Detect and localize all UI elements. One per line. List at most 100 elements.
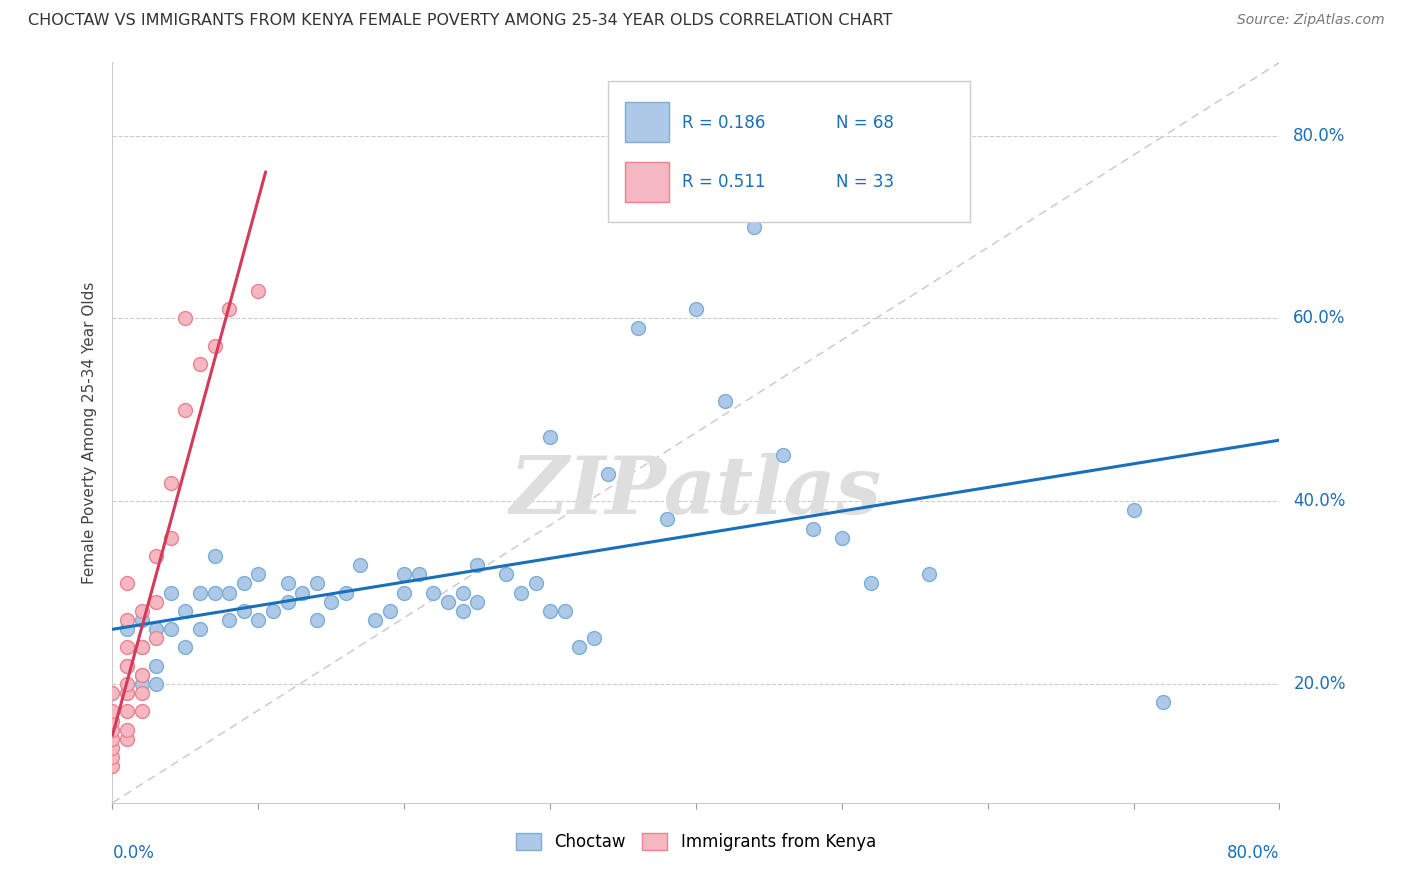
Text: 40.0%: 40.0% xyxy=(1294,492,1346,510)
Point xyxy=(742,219,765,234)
Point xyxy=(291,585,314,599)
Text: R = 0.186: R = 0.186 xyxy=(682,114,765,132)
Point xyxy=(115,731,138,746)
Point xyxy=(131,686,153,700)
Point xyxy=(394,585,416,599)
Point xyxy=(568,640,591,655)
Text: N = 33: N = 33 xyxy=(837,173,894,192)
Point xyxy=(145,632,167,646)
Point xyxy=(204,549,226,563)
Point xyxy=(305,613,328,627)
Point xyxy=(115,705,138,719)
Point xyxy=(131,604,153,618)
Point xyxy=(145,549,167,563)
Point xyxy=(860,576,883,591)
Point xyxy=(160,475,183,490)
Point xyxy=(378,604,401,618)
Point xyxy=(101,759,124,773)
Point xyxy=(437,595,460,609)
Point xyxy=(204,339,226,353)
Point xyxy=(598,467,620,481)
Point xyxy=(115,613,138,627)
Point xyxy=(101,750,124,764)
Point xyxy=(218,302,240,317)
Point xyxy=(524,576,547,591)
Text: CHOCTAW VS IMMIGRANTS FROM KENYA FEMALE POVERTY AMONG 25-34 YEAR OLDS CORRELATIO: CHOCTAW VS IMMIGRANTS FROM KENYA FEMALE … xyxy=(28,13,893,29)
Point xyxy=(335,585,357,599)
Text: N = 68: N = 68 xyxy=(837,114,894,132)
Point xyxy=(232,604,254,618)
Text: 60.0%: 60.0% xyxy=(1294,310,1346,327)
Point xyxy=(685,302,707,317)
Point xyxy=(101,723,124,737)
Point xyxy=(714,393,737,408)
Text: R = 0.511: R = 0.511 xyxy=(682,173,765,192)
Point xyxy=(131,613,153,627)
Point xyxy=(247,613,270,627)
Point xyxy=(160,622,183,636)
Point xyxy=(145,622,167,636)
Point xyxy=(538,430,561,444)
Point xyxy=(364,613,387,627)
Point xyxy=(772,449,794,463)
Point xyxy=(115,658,138,673)
Point xyxy=(101,714,124,728)
Point xyxy=(305,576,328,591)
Text: 80.0%: 80.0% xyxy=(1227,845,1279,863)
Point xyxy=(174,640,197,655)
Point xyxy=(101,741,124,756)
Legend: Choctaw, Immigrants from Kenya: Choctaw, Immigrants from Kenya xyxy=(509,826,883,857)
Point xyxy=(495,567,517,582)
Text: ZIPatlas: ZIPatlas xyxy=(510,453,882,531)
Text: 80.0%: 80.0% xyxy=(1294,127,1346,145)
Point xyxy=(262,604,284,618)
Point xyxy=(801,522,824,536)
Point xyxy=(131,705,153,719)
Point xyxy=(538,604,561,618)
Point xyxy=(554,604,576,618)
Point xyxy=(408,567,430,582)
Point xyxy=(831,531,853,545)
Point xyxy=(218,613,240,627)
Point xyxy=(160,585,183,599)
Point xyxy=(204,585,226,599)
FancyBboxPatch shape xyxy=(624,161,669,202)
Point xyxy=(174,604,197,618)
Point xyxy=(276,595,298,609)
FancyBboxPatch shape xyxy=(609,81,970,221)
Point xyxy=(465,558,488,573)
Point xyxy=(218,585,240,599)
Point xyxy=(247,284,270,298)
Point xyxy=(1122,503,1144,517)
Point xyxy=(131,668,153,682)
Point xyxy=(321,595,343,609)
Y-axis label: Female Poverty Among 25-34 Year Olds: Female Poverty Among 25-34 Year Olds xyxy=(82,282,97,583)
Point xyxy=(115,658,138,673)
Text: Source: ZipAtlas.com: Source: ZipAtlas.com xyxy=(1237,13,1385,28)
Point xyxy=(131,640,153,655)
Point xyxy=(451,585,474,599)
Point xyxy=(115,622,138,636)
Point xyxy=(101,686,124,700)
Point xyxy=(188,585,211,599)
Point xyxy=(232,576,254,591)
Point xyxy=(145,595,167,609)
Point xyxy=(655,512,678,526)
Text: 0.0%: 0.0% xyxy=(112,845,155,863)
Point xyxy=(174,402,197,417)
Point xyxy=(582,632,605,646)
Point xyxy=(349,558,371,573)
Text: 20.0%: 20.0% xyxy=(1294,675,1346,693)
Point xyxy=(394,567,416,582)
Point xyxy=(188,357,211,371)
Point xyxy=(509,585,531,599)
Point xyxy=(145,658,167,673)
Point xyxy=(145,677,167,691)
Point xyxy=(131,677,153,691)
Point xyxy=(115,640,138,655)
Point xyxy=(160,531,183,545)
FancyBboxPatch shape xyxy=(624,103,669,143)
Point xyxy=(247,567,270,582)
Point xyxy=(465,595,488,609)
Point xyxy=(115,686,138,700)
